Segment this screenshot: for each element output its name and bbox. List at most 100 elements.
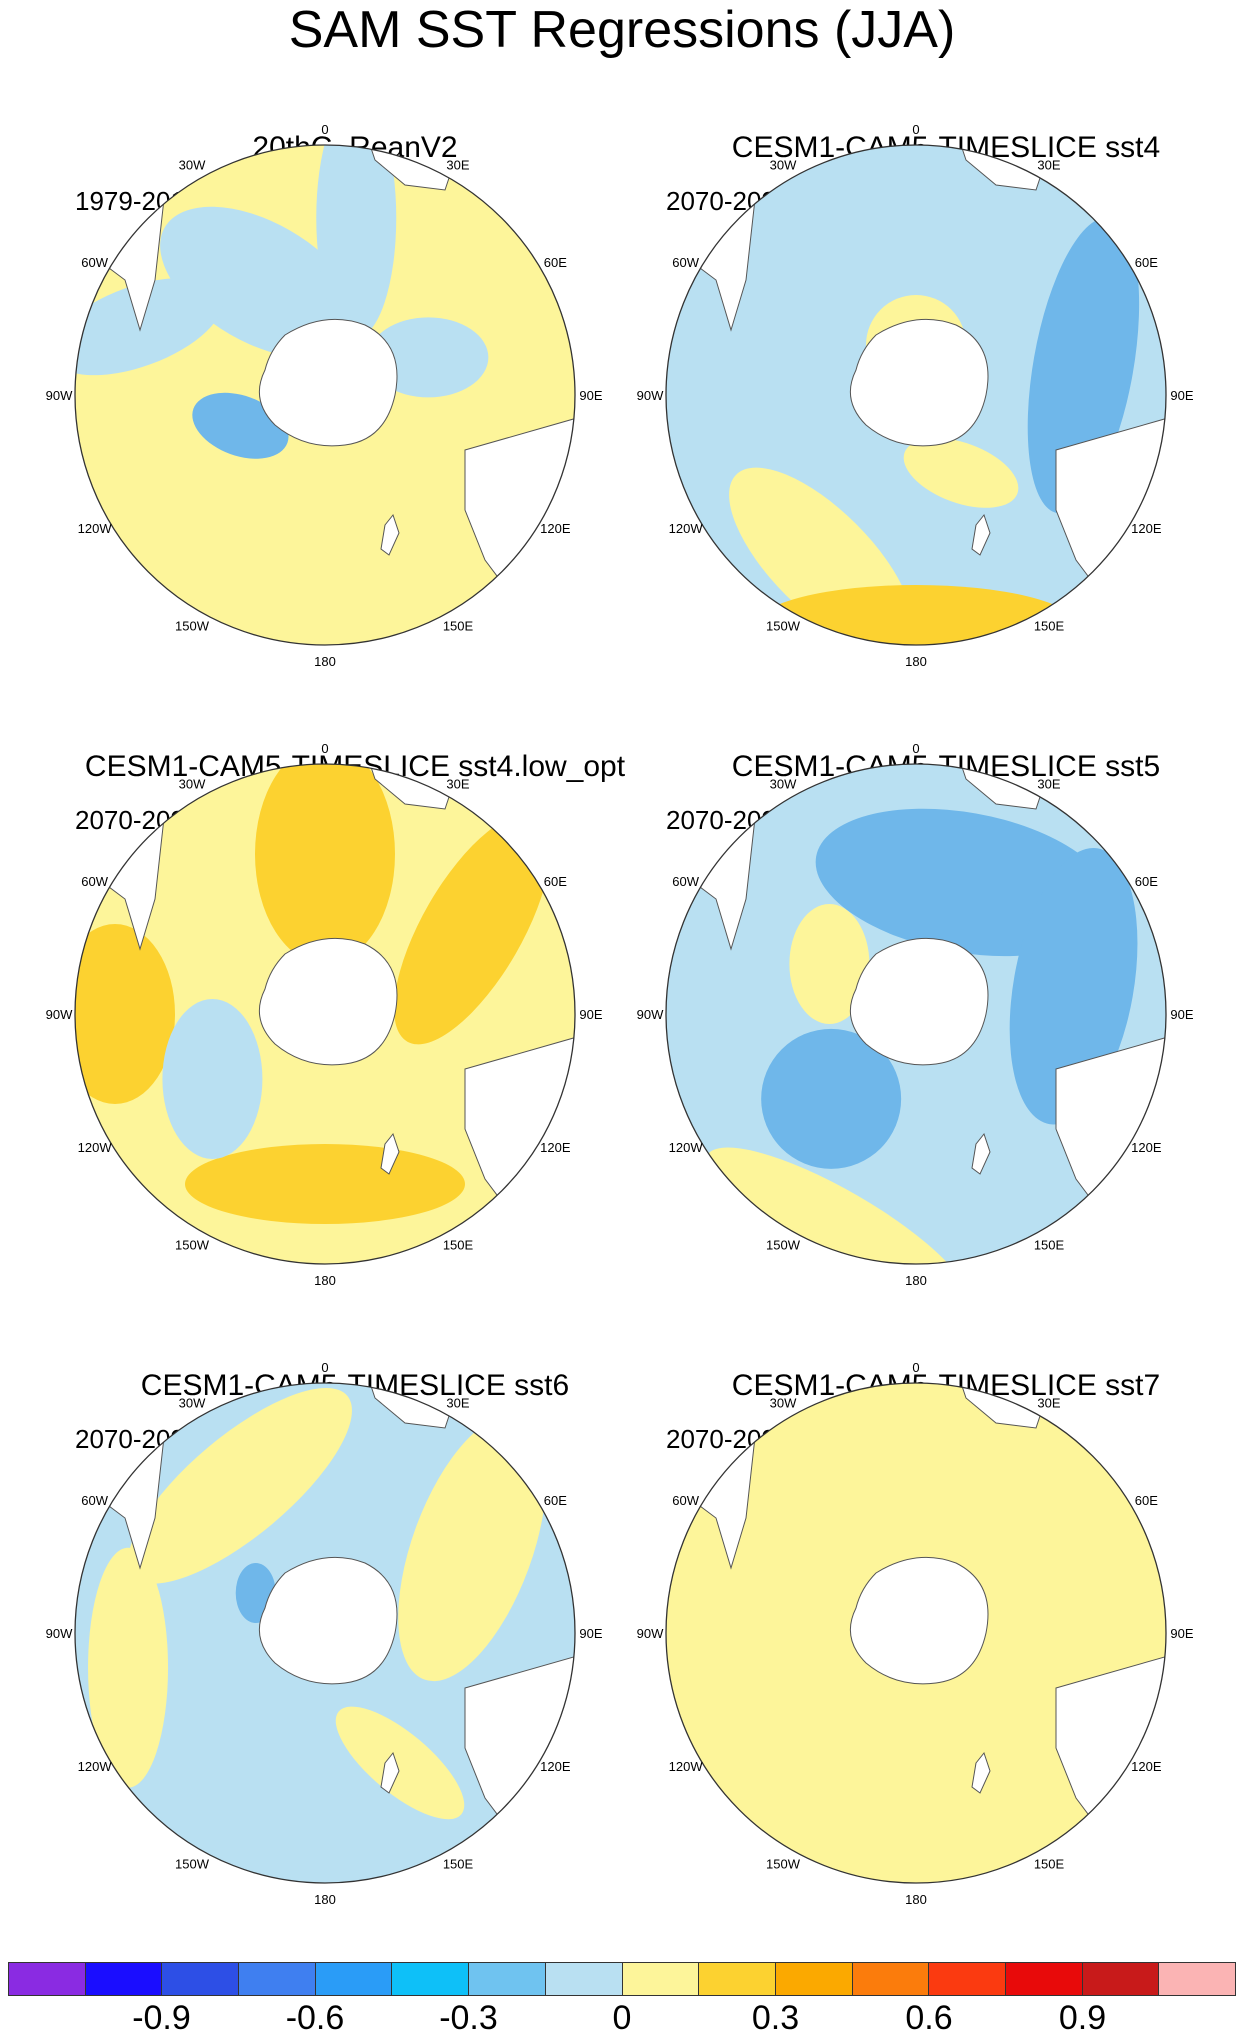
colorbar-swatch xyxy=(1082,1963,1160,1995)
longitude-label: 120W xyxy=(669,521,704,536)
colorbar-swatch xyxy=(852,1963,930,1995)
longitude-label: 0 xyxy=(912,1360,919,1375)
longitude-label: 120W xyxy=(78,521,113,536)
longitude-label: 120W xyxy=(669,1759,704,1774)
colorbar-swatch xyxy=(699,1963,776,1995)
colorbar-label: -0.9 xyxy=(132,1999,191,2037)
colorbar-label: 0.3 xyxy=(751,1999,800,2037)
polar-map: 0 30E 60E 90E 120E 150E 180 150W 120W 90W 60W 30W xyxy=(46,741,603,1288)
longitude-label: 30W xyxy=(179,777,206,792)
longitude-label: 90E xyxy=(579,1007,602,1022)
longitude-label: 90E xyxy=(1170,1626,1193,1641)
colorbar-swatch xyxy=(9,1963,86,1995)
longitude-label: 120W xyxy=(78,1140,113,1155)
polar-map: 0 30E 60E 90E 120E 150E 180 150W 120W 90W 60W 30W xyxy=(46,1360,603,1907)
map-panel: CESM1-CAM5-TIMESLICE sst4.low_opt 2070-20… xyxy=(45,741,665,1389)
longitude-label: 150W xyxy=(175,1237,210,1252)
longitude-label: 0 xyxy=(912,122,919,137)
longitude-label: 120E xyxy=(540,521,571,536)
colorbar-swatch xyxy=(929,1963,1006,1995)
longitude-label: 150E xyxy=(443,1856,474,1871)
longitude-label: 90W xyxy=(46,1007,73,1022)
longitude-label: 30E xyxy=(446,1396,469,1411)
longitude-label: 60W xyxy=(81,255,108,270)
longitude-label: 30W xyxy=(770,158,797,173)
longitude-label: 60W xyxy=(81,1493,108,1508)
longitude-label: 120E xyxy=(1131,521,1162,536)
longitude-label: 30W xyxy=(770,1396,797,1411)
main-title: SAM SST Regressions (JJA) xyxy=(288,1,956,59)
longitude-label: 30W xyxy=(770,777,797,792)
longitude-label: 120E xyxy=(540,1140,571,1155)
colorbar xyxy=(8,1962,1236,1996)
longitude-label: 30W xyxy=(179,1396,206,1411)
longitude-label: 150E xyxy=(443,618,474,633)
longitude-label: 180 xyxy=(314,1273,336,1288)
longitude-label: 150E xyxy=(1034,1237,1065,1252)
longitude-label: 120E xyxy=(540,1759,571,1774)
polar-map: 0 30E 60E 90E 120E 150E 180 150W 120W 90W 60W 30W xyxy=(46,122,603,669)
longitude-label: 30E xyxy=(446,158,469,173)
longitude-label: 150W xyxy=(766,1237,801,1252)
polar-map: 0 30E 60E 90E 120E 150E 180 150W 120W 90W 60W 30W xyxy=(637,1360,1194,1907)
longitude-label: 120E xyxy=(1131,1140,1162,1155)
colorbar-swatch xyxy=(1005,1963,1083,1995)
map-panel: CESM1-CAM5-TIMESLICE sst72070-2099030E60… xyxy=(636,1360,1244,2008)
longitude-label: 60E xyxy=(544,1493,567,1508)
longitude-label: 90E xyxy=(1170,1007,1193,1022)
longitude-label: 150W xyxy=(175,618,210,633)
colorbar-label: 0.9 xyxy=(1058,1999,1107,2037)
longitude-label: 90E xyxy=(579,388,602,403)
longitude-label: 120W xyxy=(78,1759,113,1774)
longitude-label: 60E xyxy=(1135,255,1158,270)
longitude-label: 0 xyxy=(321,741,328,756)
longitude-label: 0 xyxy=(321,122,328,137)
longitude-label: 180 xyxy=(905,1892,927,1907)
polar-map: 0 30E 60E 90E 120E 150E 180 150W 120W 90W 60W 30W xyxy=(637,122,1194,669)
longitude-label: 180 xyxy=(314,654,336,669)
colorbar-swatch xyxy=(469,1963,546,1995)
colorbar-swatch xyxy=(239,1963,316,1995)
map-panel: CESM1-CAM5-TIMESLICE sst52070-2099030E60… xyxy=(636,741,1244,1389)
longitude-label: 90W xyxy=(637,388,664,403)
longitude-label: 60E xyxy=(1135,874,1158,889)
map-panel: CESM1-CAM5-TIMESLICE sst62070-2099030E60… xyxy=(45,1360,665,2008)
longitude-label: 120E xyxy=(1131,1759,1162,1774)
longitude-label: 90W xyxy=(637,1007,664,1022)
longitude-label: 0 xyxy=(912,741,919,756)
longitude-label: 60W xyxy=(672,255,699,270)
longitude-label: 150E xyxy=(1034,618,1065,633)
colorbar-swatch xyxy=(162,1963,240,1995)
longitude-label: 150E xyxy=(443,1237,474,1252)
colorbar-label: -0.3 xyxy=(439,1999,498,2037)
longitude-label: 180 xyxy=(905,654,927,669)
longitude-label: 30E xyxy=(1037,1396,1060,1411)
longitude-label: 30E xyxy=(446,777,469,792)
longitude-label: 60W xyxy=(672,1493,699,1508)
longitude-label: 150W xyxy=(175,1856,210,1871)
longitude-label: 120W xyxy=(669,1140,704,1155)
colorbar-label: -0.6 xyxy=(285,1999,345,2037)
longitude-label: 90E xyxy=(579,1626,602,1641)
longitude-label: 90W xyxy=(46,388,73,403)
longitude-label: 60W xyxy=(81,874,108,889)
longitude-label: 150E xyxy=(1034,1856,1065,1871)
longitude-label: 150W xyxy=(766,618,801,633)
longitude-label: 60E xyxy=(544,255,567,270)
map-panel: CESM1-CAM5-TIMESLICE sst42070-2099030E60… xyxy=(636,122,1244,770)
polar-map: 0 30E 60E 90E 120E 150E 180 150W 120W 90W 60W 30W xyxy=(637,741,1194,1288)
longitude-label: 60E xyxy=(1135,1493,1158,1508)
colorbar-swatch xyxy=(1159,1963,1235,1995)
colorbar-label: 0.6 xyxy=(905,1999,953,2037)
longitude-label: 90W xyxy=(637,1626,664,1641)
colorbar-label: 0 xyxy=(612,1999,632,2037)
colorbar-swatch xyxy=(85,1963,163,1995)
longitude-label: 60E xyxy=(544,874,567,889)
colorbar-swatch xyxy=(392,1963,470,1995)
longitude-label: 30E xyxy=(1037,158,1060,173)
map-panel: 20thC_ReanV21979-2012030E60E90E120E150E1… xyxy=(45,122,665,770)
longitude-label: 0 xyxy=(321,1360,328,1375)
longitude-label: 30E xyxy=(1037,777,1060,792)
longitude-label: 60W xyxy=(672,874,699,889)
longitude-label: 180 xyxy=(314,1892,336,1907)
